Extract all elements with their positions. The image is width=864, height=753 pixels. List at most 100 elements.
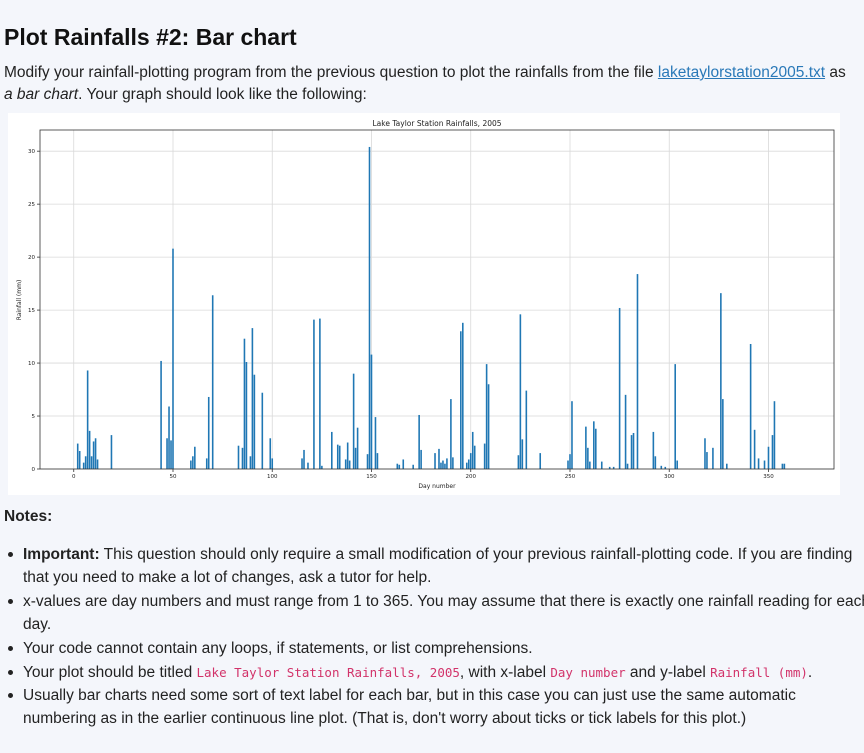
rainfall-bar [440, 462, 442, 469]
note-item-important: Important: This question should only req… [8, 543, 864, 589]
rainfall-bar [600, 461, 603, 469]
x-tick-label: 0 [72, 474, 76, 480]
rainfall-bar [84, 456, 87, 469]
rainfall-bar [207, 396, 210, 469]
rainfall-bar [452, 457, 454, 469]
note-item-x-values: x-values are day numbers and must range … [8, 590, 864, 636]
data-file-link[interactable]: laketaylorstation2005.txt [657, 64, 826, 81]
rainfall-bar [356, 427, 359, 469]
rainfall-bar [368, 146, 371, 469]
rainfall-bar [92, 441, 95, 469]
rainfall-bar [88, 430, 91, 469]
chart-figure: 0 50 100 150 200 250 300 350 0 5 10 15 20 25 30 Lake T… [8, 113, 840, 495]
rainfall-bar [595, 428, 597, 469]
rainfall-bar [303, 449, 305, 469]
rainfall-bar [589, 461, 591, 469]
rainfall-bar [301, 458, 303, 469]
x-tick-label: 50 [169, 474, 176, 480]
x-tick-label: 200 [465, 474, 476, 480]
rainfall-bar [763, 460, 766, 469]
note-item-no-loops: Your code cannot contain any loops, if s… [8, 637, 864, 660]
rainfall-bar [630, 435, 633, 469]
code-x-label: Day number [550, 665, 626, 680]
rainfall-bar [396, 463, 399, 469]
rainfall-bar [567, 460, 569, 469]
rainfall-bar [460, 331, 462, 469]
note-item-tick-labels: Usually bar charts need some sort of tex… [8, 684, 864, 730]
rainfall-bar [344, 459, 347, 469]
rainfall-bar [676, 460, 678, 469]
rainfall-bar [96, 459, 99, 469]
rainfall-bar [82, 462, 85, 469]
rainfall-bar [473, 445, 476, 469]
rainfall-bar [211, 295, 214, 469]
rainfall-bar [781, 463, 784, 469]
rainfall-bar [608, 466, 611, 469]
rainfall-bar [307, 462, 309, 469]
y-tick-label: 0 [32, 467, 36, 473]
rainfall-bar [110, 435, 113, 469]
rainfall-bar [753, 429, 756, 469]
rainfall-bar [706, 452, 708, 469]
rainfall-bar [376, 453, 379, 469]
rainfall-bar [245, 362, 248, 469]
rainfall-bar [241, 447, 244, 469]
rainfall-bar [462, 322, 464, 469]
rainfall-bar [251, 328, 254, 469]
rainfall-bar [438, 448, 440, 469]
rainfall-bar [192, 456, 194, 469]
rainfall-bar [76, 443, 79, 469]
rainfall-bar [674, 364, 676, 469]
rainfall-bar [160, 360, 162, 469]
x-tick-label: 150 [366, 474, 377, 480]
rainfall-bar [261, 392, 264, 469]
rainfall-bar [450, 399, 452, 469]
rainfall-bar [190, 460, 192, 469]
rainfall-bar [569, 454, 571, 469]
code-plot-title: Lake Taylor Station Rainfalls, 2005 [196, 665, 460, 680]
note-labels-text-2: , with x-label [459, 664, 551, 681]
rainfall-bar [319, 318, 321, 469]
rainfall-bar [626, 463, 629, 469]
rainfall-bar [331, 431, 333, 469]
page-title: Plot Rainfalls #2: Bar chart [4, 24, 297, 50]
rainfall-bar [767, 446, 770, 469]
y-tick-label: 30 [28, 149, 35, 155]
rainfall-bar [271, 458, 274, 469]
rainfall-bar [168, 406, 170, 469]
rainfall-bar [654, 456, 657, 469]
rainfall-bar [94, 438, 97, 469]
rainfall-bar [585, 426, 587, 469]
y-tick-label: 15 [28, 308, 35, 314]
rainfall-bar [521, 439, 524, 469]
rainfall-bar [467, 459, 470, 469]
rainfall-bar [652, 431, 655, 469]
rainfall-bar [773, 401, 776, 469]
rainfall-bar [313, 319, 315, 469]
note-labels-text-4: . [807, 664, 813, 681]
rainfall-bar [418, 414, 420, 469]
rainfall-bar [336, 444, 339, 469]
rainfall-bar [398, 464, 401, 469]
x-tick-label: 250 [565, 474, 576, 480]
note-important-text: This question should only require a smal… [23, 546, 853, 586]
code-y-label: Rainfall (mm) [710, 665, 808, 680]
rainfall-bar [712, 447, 714, 469]
rainfall-bar [446, 458, 448, 469]
rainfall-bar [269, 438, 272, 469]
rainfall-bar [525, 390, 528, 469]
rainfall-bar [442, 460, 444, 469]
rainfall-bar [465, 462, 468, 469]
rainfall-bar [444, 463, 446, 469]
y-tick-label: 10 [28, 361, 35, 367]
rainfall-bar [90, 456, 93, 469]
rainfall-bar [194, 446, 196, 469]
y-axis-label: Rainfall (mm) [16, 280, 23, 321]
rainfall-bar [726, 463, 728, 469]
rainfall-bar [771, 435, 774, 469]
rainfall-bar [485, 364, 488, 469]
intro-text-rest: . Your graph should look like the follow… [78, 86, 367, 103]
rainfall-bar [593, 421, 595, 469]
rainfall-bar [618, 307, 621, 469]
rainfall-bar [469, 453, 472, 469]
